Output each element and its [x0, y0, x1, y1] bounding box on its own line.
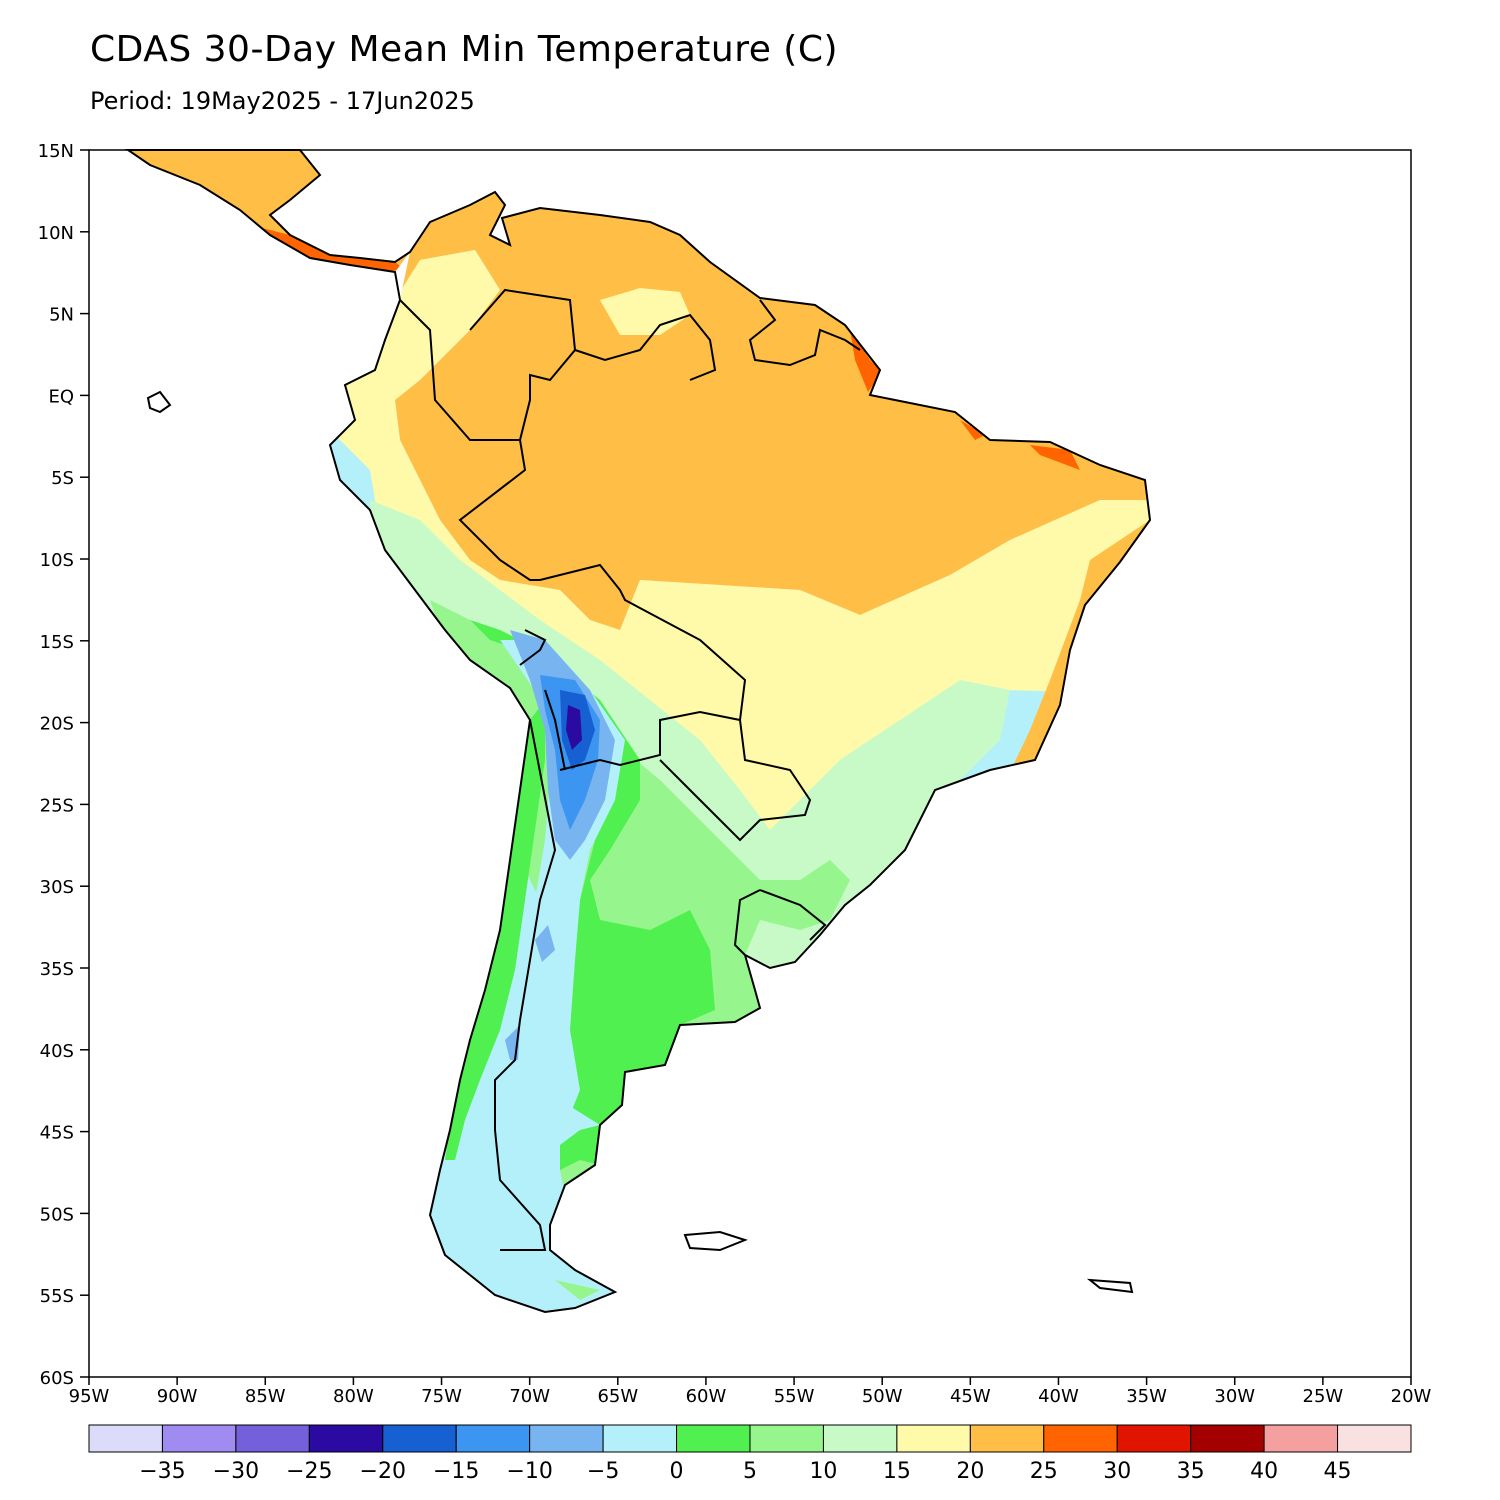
colorbar-label: 40 [1250, 1459, 1278, 1484]
colorbar-label: 15 [883, 1459, 911, 1484]
lon-label: 40W [1038, 1386, 1079, 1407]
lat-label: 25S [40, 795, 74, 816]
colorbar-swatch [455, 1424, 531, 1453]
lat-label: 50S [40, 1204, 74, 1225]
colorbar-label: −10 [506, 1459, 552, 1484]
galapagos-islands [146, 390, 172, 414]
colorbar-swatch [308, 1424, 384, 1453]
colorbar-swatch [1337, 1424, 1412, 1453]
lon-label: 65W [597, 1386, 638, 1407]
colorbar-swatch [1043, 1424, 1118, 1453]
map-period: Period: 19May2025 - 17Jun2025 [90, 87, 475, 115]
colorbar-swatch [161, 1424, 237, 1453]
latitude-axis: 15N 10N 5N EQ 5S 10S 15S 20S 25S 30S 35S 40S 45S 50S 5… [38, 141, 89, 1389]
colorbar-label: 45 [1324, 1459, 1352, 1484]
coastline [124, 149, 1152, 1314]
lat-label: EQ [48, 386, 74, 407]
lon-label: 35W [1126, 1386, 1167, 1407]
lon-label: 85W [245, 1386, 286, 1407]
longitude-axis: 95W 90W 85W 80W 75W 70W 65W 60W 55W 50W 45W 40W 35W 3… [69, 1377, 1432, 1407]
lat-label: 45S [40, 1123, 74, 1144]
band-neg25-to-neg20 [566, 705, 582, 750]
country-borders [399, 288, 861, 1251]
band-0-to-5-green [470, 620, 715, 1180]
colorbar-swatch [1116, 1424, 1192, 1453]
band-10-to-15 [370, 500, 1010, 975]
lat-label: 20S [40, 714, 74, 735]
lat-label: 15N [38, 141, 74, 162]
band-0-to-5-west [445, 700, 545, 1160]
colorbar-label: 10 [809, 1459, 837, 1484]
colorbar-swatch [969, 1424, 1045, 1453]
colorbar-label: −25 [286, 1459, 332, 1484]
map-frame [88, 149, 1412, 1378]
colorbar-swatch [235, 1424, 310, 1453]
colorbar-swatch [529, 1424, 604, 1453]
colorbar-swatch [896, 1424, 971, 1453]
colorbar-swatch [1263, 1424, 1339, 1453]
lat-label: 5N [49, 305, 74, 326]
lat-label: 55S [40, 1286, 74, 1307]
lon-label: 30W [1214, 1386, 1255, 1407]
colorbar-swatch [749, 1424, 824, 1453]
lat-label: 15S [40, 632, 74, 653]
colorbar-label: 20 [956, 1459, 984, 1484]
colorbar-swatch [382, 1424, 457, 1453]
lon-label: 60W [686, 1386, 727, 1407]
band-neg10-to-neg5-south [505, 925, 555, 1060]
colorbar-swatch [602, 1424, 678, 1453]
colorbar-swatch [1190, 1424, 1265, 1453]
lon-label: 50W [862, 1386, 903, 1407]
colorbar-swatch [822, 1424, 898, 1453]
colorbar-swatch [676, 1424, 751, 1453]
lon-label: 95W [69, 1386, 110, 1407]
lon-label: 80W [333, 1386, 374, 1407]
colorbar-label: −20 [360, 1459, 406, 1484]
colorbar-label: −15 [433, 1459, 479, 1484]
lat-label: 40S [40, 1041, 74, 1062]
colorbar-label: 25 [1030, 1459, 1058, 1484]
colorbar-swatch [88, 1424, 163, 1453]
colorbar-label: 30 [1103, 1459, 1131, 1484]
colorbar-label: −35 [139, 1459, 185, 1484]
lon-label: 55W [774, 1386, 815, 1407]
lon-label: 25W [1303, 1386, 1344, 1407]
colorbar-label: −30 [213, 1459, 259, 1484]
lon-label: 20W [1391, 1386, 1432, 1407]
lat-label: 60S [40, 1368, 74, 1389]
islands [146, 390, 1134, 1294]
colorbar: −35 −30 −25 −20 −15 −10 −5 0 5 10 15 20 25 30 35 40 45 [88, 1424, 1412, 1484]
lat-label: 35S [40, 959, 74, 980]
falkland-islands [683, 1230, 748, 1252]
colorbar-label: −5 [587, 1459, 619, 1484]
south-georgia [1086, 1278, 1134, 1294]
lat-label: 30S [40, 877, 74, 898]
lat-label: 10N [38, 223, 74, 244]
colorbar-label: 5 [743, 1459, 757, 1484]
map-title: CDAS 30-Day Mean Min Temperature (C) [90, 29, 839, 70]
colorbar-label: 35 [1177, 1459, 1205, 1484]
lon-label: 45W [950, 1386, 991, 1407]
lon-label: 70W [509, 1386, 550, 1407]
lon-label: 90W [157, 1386, 198, 1407]
lat-label: 5S [51, 468, 74, 489]
colorbar-label: 0 [670, 1459, 684, 1484]
lon-label: 75W [421, 1386, 462, 1407]
lat-label: 10S [40, 550, 74, 571]
